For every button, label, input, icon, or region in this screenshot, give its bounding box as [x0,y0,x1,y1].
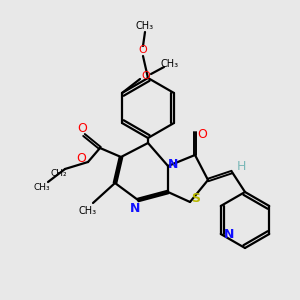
Text: O: O [142,71,150,81]
Text: S: S [191,193,200,206]
Text: CH₃: CH₃ [79,206,97,216]
Text: O: O [77,122,87,134]
Text: H: H [236,160,246,173]
Text: O: O [197,128,207,140]
Text: N: N [168,158,178,170]
Text: O: O [139,45,147,55]
Text: O: O [76,152,86,166]
Text: CH₃: CH₃ [136,21,154,31]
Text: CH₃: CH₃ [161,59,179,69]
Text: CH₃: CH₃ [34,182,50,191]
Text: N: N [224,227,234,241]
Text: CH₂: CH₂ [51,169,67,178]
Text: N: N [130,202,140,214]
